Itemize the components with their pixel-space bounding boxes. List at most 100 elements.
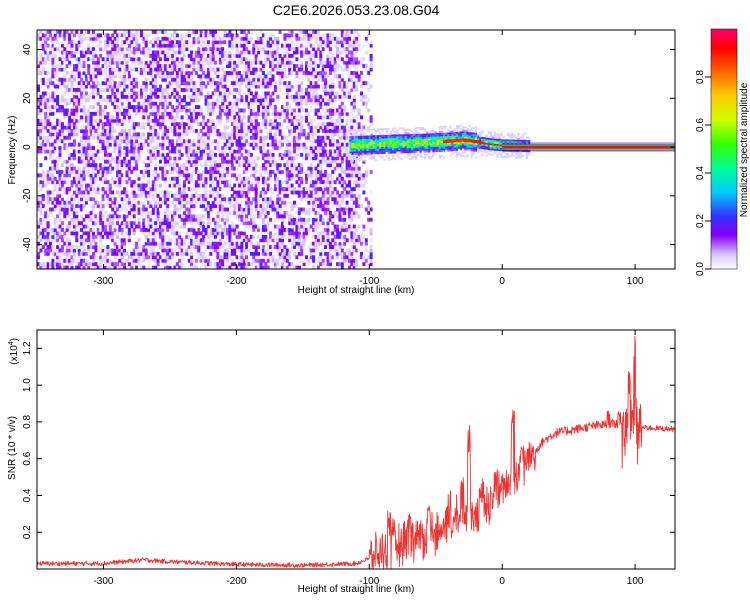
heatmap-cell — [118, 211, 122, 215]
heatmap-cell — [316, 108, 320, 113]
heatmap-cell — [206, 224, 210, 229]
heatmap-cell — [111, 122, 115, 127]
heatmap-cell — [240, 108, 244, 113]
heatmap-cell — [113, 146, 117, 150]
heatmap-cell — [261, 187, 265, 191]
heatmap-cell — [276, 211, 280, 215]
heatmap-cell — [218, 132, 222, 137]
heatmap-cell — [168, 238, 172, 243]
heatmap-cell — [132, 84, 136, 89]
heatmap-cell — [252, 197, 256, 202]
heatmap-cell — [288, 231, 292, 236]
heatmap-cell — [199, 84, 203, 89]
heatmap-cell — [89, 77, 93, 82]
heatmap-cell — [235, 122, 239, 127]
heatmap-cell — [68, 33, 72, 38]
heatmap-cell — [276, 241, 280, 246]
heatmap-cell — [271, 64, 275, 68]
heatmap-cell — [307, 94, 311, 99]
heatmap-cell — [249, 81, 253, 86]
heatmap-cell — [49, 207, 52, 212]
heatmap-cell — [238, 234, 241, 239]
heatmap-cell — [106, 33, 110, 38]
heatmap-cell — [166, 197, 170, 202]
heatmap-cell — [161, 139, 165, 144]
heatmap-cell — [127, 163, 131, 168]
heatmap-cell — [266, 81, 270, 86]
heatmap-cell — [326, 101, 330, 106]
heatmap-cell — [137, 105, 141, 109]
heatmap-cell — [319, 36, 323, 41]
heatmap-cell — [159, 159, 162, 164]
heatmap-cell — [156, 111, 160, 116]
heatmap-cell — [290, 71, 294, 75]
heatmap-cell — [254, 187, 258, 191]
heatmap-cell — [235, 77, 239, 82]
heatmap-cell — [278, 115, 282, 120]
heatmap-cell — [163, 94, 167, 99]
heatmap-cell — [101, 245, 105, 249]
heatmap-cell — [108, 118, 112, 123]
heatmap-cell — [149, 245, 153, 249]
heatmap-cell — [151, 84, 155, 89]
heatmap-cell — [261, 33, 265, 38]
heatmap-cell — [199, 64, 203, 68]
heatmap-cell — [247, 221, 251, 226]
heatmap-cell — [132, 197, 136, 202]
heatmap-cell — [197, 40, 201, 45]
heatmap-cell — [312, 43, 316, 48]
heatmap-cell — [261, 207, 265, 212]
heatmap-cell — [120, 33, 124, 38]
heatmap-cell — [300, 125, 304, 130]
heatmap-cell — [216, 255, 220, 260]
heatmap-cell — [194, 71, 198, 75]
heatmap-cell — [56, 193, 60, 198]
heatmap-cell — [216, 47, 220, 51]
heatmap-cell — [326, 224, 330, 229]
heatmap-cell — [168, 142, 172, 147]
heatmap-cell — [175, 207, 179, 212]
heatmap-cell — [228, 108, 232, 113]
heatmap-cell — [139, 67, 143, 72]
heatmap-cell — [309, 176, 313, 181]
heatmap-cell — [223, 156, 227, 161]
heatmap-cell — [204, 176, 208, 181]
heatmap-cell — [41, 71, 45, 75]
heatmap-cell — [266, 231, 270, 236]
heatmap-cell — [206, 74, 210, 79]
heatmap-cell — [326, 53, 330, 58]
heatmap-cell — [161, 115, 165, 120]
heatmap-cell — [242, 43, 246, 48]
heatmap-cell — [206, 118, 210, 123]
heatmap-cell — [111, 221, 115, 226]
heatmap-cell — [123, 190, 127, 195]
heatmap-cell — [147, 163, 151, 168]
heatmap-cell — [178, 170, 182, 174]
heatmap-cell — [238, 190, 241, 195]
heatmap-cell — [68, 60, 72, 65]
heatmap-cell — [53, 204, 57, 208]
heatmap-cell — [118, 204, 122, 208]
heatmap-cell — [132, 105, 136, 109]
heatmap-cell — [82, 173, 86, 178]
heatmap-cell — [259, 234, 263, 239]
heatmap-cell — [151, 193, 155, 198]
heatmap-cell — [49, 135, 52, 140]
heatmap-cell — [293, 108, 296, 113]
heatmap-cell — [278, 204, 282, 208]
heatmap-cell — [65, 180, 69, 185]
heatmap-cell — [321, 129, 325, 133]
heatmap-cell — [221, 47, 225, 51]
heatmap-cell — [233, 64, 237, 68]
heatmap-cell — [271, 67, 275, 72]
heatmap-cell — [144, 170, 148, 174]
heatmap-cell — [285, 101, 289, 106]
heatmap-cell — [84, 98, 88, 103]
heatmap-cell — [37, 173, 40, 178]
heatmap-cell — [226, 60, 229, 65]
heatmap-cell — [211, 180, 215, 185]
heatmap-cell — [53, 139, 57, 144]
heatmap-cell — [149, 224, 153, 229]
heatmap-cell — [247, 60, 251, 65]
heatmap-cell — [68, 214, 72, 219]
